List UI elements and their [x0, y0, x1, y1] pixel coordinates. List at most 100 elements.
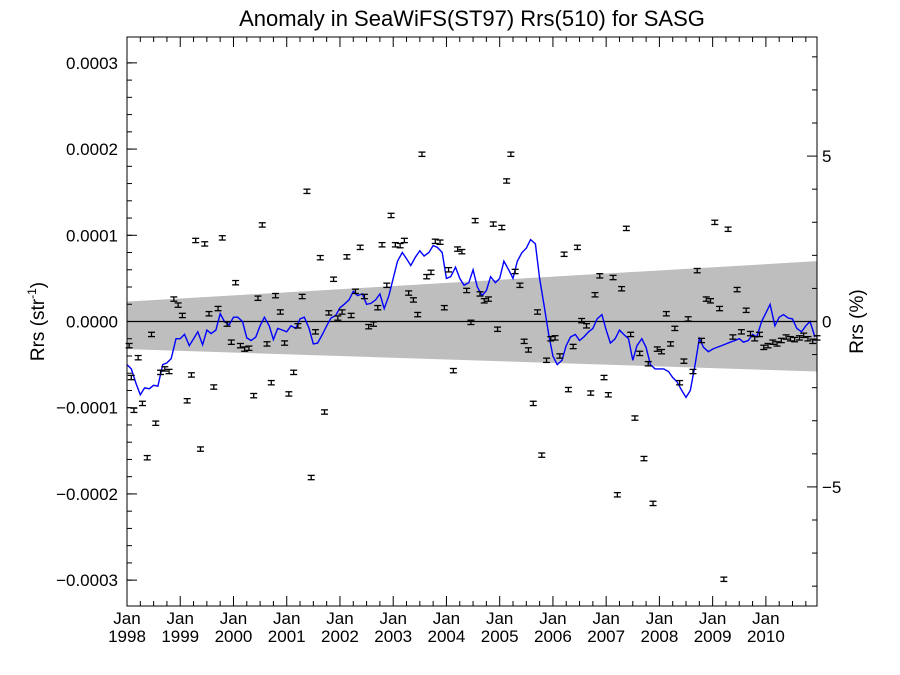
- data-point: [636, 350, 644, 357]
- error-bar-points: [125, 151, 821, 583]
- data-point: [463, 287, 471, 294]
- data-point: [152, 420, 160, 427]
- y-left-tick-label: −0.0003: [56, 571, 118, 590]
- x-tick-label: Jan 2000: [215, 609, 253, 646]
- data-point: [729, 334, 737, 340]
- data-point: [653, 346, 661, 352]
- data-point: [529, 400, 537, 407]
- data-point: [205, 310, 213, 317]
- data-point: [250, 392, 258, 399]
- data-point: [347, 312, 355, 319]
- data-point: [711, 219, 719, 226]
- data-point: [321, 409, 329, 415]
- data-point: [272, 292, 280, 299]
- data-point: [391, 241, 399, 248]
- data-point: [210, 384, 218, 390]
- data-point: [560, 251, 568, 258]
- data-point: [786, 335, 794, 342]
- data-point: [533, 309, 541, 315]
- data-point: [777, 337, 785, 344]
- data-point: [791, 336, 799, 343]
- data-point: [733, 286, 741, 293]
- data-point: [263, 341, 271, 347]
- data-point: [578, 317, 586, 324]
- data-point: [157, 369, 165, 376]
- data-point: [170, 296, 178, 302]
- data-point: [436, 239, 444, 245]
- y-left-tick-label: 0.0003: [66, 54, 118, 73]
- x-tick-label: Jan 2003: [374, 609, 412, 646]
- y-right-tick-label: 5: [822, 147, 831, 166]
- data-point: [303, 188, 311, 195]
- data-point: [658, 348, 666, 355]
- data-point: [370, 321, 378, 327]
- data-point: [245, 345, 253, 352]
- data-point: [276, 309, 284, 315]
- data-point: [360, 293, 368, 300]
- data-point: [702, 296, 710, 302]
- data-point: [236, 342, 244, 349]
- data-point: [285, 391, 293, 397]
- data-point: [330, 276, 338, 283]
- data-point: [267, 379, 275, 386]
- axis-ticks: Jan 1998 Jan 1999 Jan 2000 Jan 2001 Jan 2002 Jan 20…: [56, 37, 841, 646]
- data-point: [130, 407, 138, 414]
- data-point: [414, 311, 422, 318]
- data-point: [564, 386, 572, 393]
- data-point: [662, 310, 670, 317]
- data-point: [409, 297, 417, 303]
- data-point: [693, 267, 701, 274]
- x-tick-label: Jan 1999: [161, 609, 199, 646]
- data-point: [383, 282, 391, 289]
- data-point: [760, 344, 768, 351]
- data-point: [569, 343, 577, 350]
- data-point: [258, 222, 266, 228]
- data-point: [556, 353, 564, 359]
- data-point: [134, 354, 142, 361]
- uncertainty-band: [127, 261, 817, 372]
- data-point: [782, 334, 790, 340]
- data-point: [241, 346, 249, 352]
- data-point: [440, 304, 448, 311]
- data-point: [311, 329, 319, 335]
- data-point: [174, 302, 182, 308]
- x-tick-label: Jan 2008: [640, 609, 678, 646]
- data-point: [716, 305, 724, 312]
- data-point: [192, 237, 200, 244]
- data-point: [281, 340, 289, 346]
- data-point: [520, 338, 528, 345]
- data-point: [143, 454, 151, 461]
- data-point: [378, 241, 386, 248]
- data-point: [809, 338, 817, 345]
- data-point: [804, 335, 812, 342]
- data-point: [667, 341, 675, 347]
- data-point: [684, 316, 692, 322]
- data-point: [351, 288, 359, 295]
- data-point: [431, 238, 439, 245]
- data-point: [127, 374, 135, 381]
- data-point: [387, 212, 395, 219]
- data-point: [676, 379, 684, 386]
- data-point: [795, 335, 803, 341]
- data-point: [454, 246, 462, 252]
- data-point: [161, 366, 169, 372]
- blue-series-line: [126, 238, 816, 399]
- x-tick-label: Jan 2010: [747, 609, 785, 646]
- data-point: [356, 244, 364, 251]
- data-point: [338, 309, 346, 315]
- y-right-tick-label: −5: [822, 478, 841, 497]
- data-point: [485, 296, 493, 302]
- data-point: [471, 217, 479, 224]
- data-point: [538, 452, 546, 458]
- data-point: [223, 321, 231, 327]
- data-point: [707, 298, 715, 304]
- data-point: [671, 325, 679, 332]
- data-point: [543, 357, 551, 364]
- data-point: [697, 337, 705, 344]
- data-point: [165, 368, 173, 375]
- data-point: [609, 274, 617, 281]
- data-point: [596, 273, 604, 279]
- y-left-tick-label: 0.0001: [66, 226, 118, 245]
- data-point: [449, 367, 457, 374]
